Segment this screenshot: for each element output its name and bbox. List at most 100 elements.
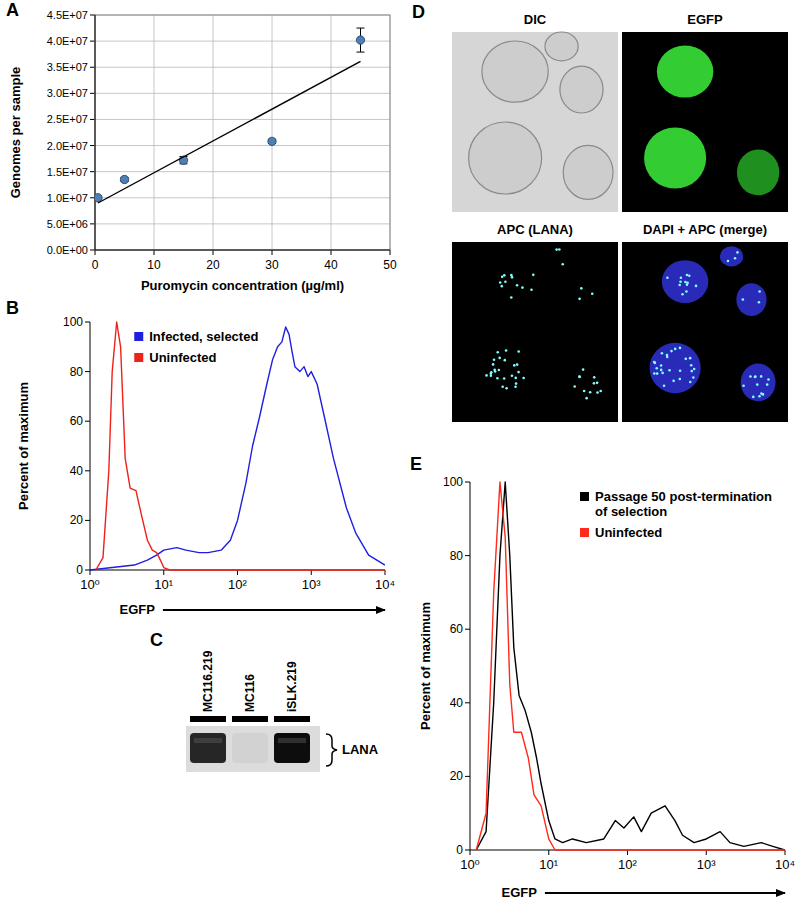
lana-dot — [517, 371, 520, 374]
micrograph-image — [452, 32, 618, 212]
plot-frame — [95, 15, 390, 250]
data-point — [356, 36, 364, 44]
tick-label: 3.0E+07 — [47, 87, 88, 99]
tick-label: 3.5E+07 — [47, 61, 88, 73]
lane-label: MC116.219 — [201, 650, 215, 712]
y-axis-label: Percent of maximum — [16, 382, 31, 510]
lana-dot — [679, 378, 682, 381]
tick-mark — [465, 482, 470, 483]
grid-line — [95, 119, 390, 120]
micrograph-title: DAPI + APC (merge) — [643, 222, 767, 237]
lana-dot — [756, 383, 759, 386]
lana-dot — [493, 369, 496, 372]
micrograph-image — [452, 242, 618, 422]
tick-mark — [272, 250, 273, 255]
tick-label: 10³ — [697, 857, 716, 872]
tick-label: 0 — [456, 843, 463, 857]
lana-dot — [582, 368, 585, 371]
tick-label: 20 — [450, 769, 464, 783]
micrograph-panel: DDICEGFPAPC (LANA)DAPI + APC (merge) — [412, 2, 788, 422]
tick-label: 30 — [265, 258, 279, 272]
lane-bar — [232, 716, 268, 722]
lana-dot — [691, 370, 694, 373]
tick-mark — [465, 555, 470, 556]
lana-dot — [680, 277, 683, 280]
lana-dot — [492, 363, 495, 366]
cell-outline — [469, 122, 542, 194]
tick-mark — [465, 776, 470, 777]
tick-mark — [90, 197, 95, 198]
tick-mark — [90, 119, 95, 120]
y-axis — [95, 15, 96, 250]
chart-panel: 02040608010010⁰10¹10²10³10⁴EPercent of m… — [410, 454, 795, 900]
lana-dot — [599, 390, 602, 393]
image-background — [452, 242, 618, 422]
lana-dot — [742, 298, 745, 301]
image-background — [452, 32, 618, 212]
x-axis-label: EGFP — [120, 602, 156, 617]
data-group — [95, 28, 365, 203]
series-line — [96, 322, 385, 570]
lana-dot — [532, 274, 535, 277]
legend: Infected, selectedUninfected — [134, 329, 258, 365]
legend-line: Passage 50 post-termination — [595, 489, 772, 504]
lana-dot — [685, 290, 688, 293]
legend-label: Passage 50 post-terminationof selection — [595, 489, 772, 519]
blot-band — [190, 733, 226, 763]
tick-mark — [90, 171, 95, 172]
axis-arrow — [163, 609, 385, 611]
lana-dot — [490, 371, 493, 374]
tick-mark — [390, 250, 391, 255]
tick-mark — [163, 570, 164, 575]
lana-dot — [498, 357, 501, 360]
grid-line — [95, 197, 390, 198]
lana-dot — [661, 352, 664, 355]
micrograph-title: DIC — [524, 12, 547, 27]
grid-line — [272, 15, 273, 250]
micrograph-image — [622, 242, 788, 422]
grid-line — [95, 250, 390, 251]
lana-dot — [515, 382, 518, 385]
tick-label: 1.0E+07 — [47, 192, 88, 204]
lana-dot — [493, 358, 496, 361]
lana-dot — [678, 284, 681, 287]
lana-dot — [727, 260, 730, 263]
grid-line — [213, 15, 214, 250]
tick-mark — [785, 850, 786, 855]
tick-label: 20 — [70, 513, 84, 527]
lana-dot — [766, 383, 769, 386]
lana-dot — [516, 363, 519, 366]
lana-dot — [695, 285, 698, 288]
series-line — [476, 482, 785, 850]
lana-dot — [578, 298, 581, 301]
egfp-cell — [737, 149, 779, 195]
tick-label: 10¹ — [539, 857, 558, 872]
tick-mark — [85, 470, 90, 471]
figure: 0.0E+005.0E+061.0E+071.5E+072.0E+072.5E+… — [0, 0, 800, 924]
data-point — [268, 137, 276, 145]
lana-dot — [522, 377, 525, 380]
grid-line — [95, 15, 96, 250]
lana-dot — [593, 376, 596, 379]
tick-label: 10⁴ — [375, 577, 395, 592]
lana-dot — [660, 369, 663, 372]
blot-band-detail — [278, 738, 306, 743]
tick-mark — [90, 570, 91, 575]
lana-dot — [503, 359, 506, 362]
lana-dot — [758, 301, 761, 304]
band-label: LANA — [342, 742, 379, 757]
dapi-nucleus — [662, 260, 708, 303]
tick-label: 50 — [383, 258, 397, 272]
tick-mark — [85, 322, 90, 323]
dapi-nucleus — [736, 283, 766, 316]
tick-label: 40 — [324, 258, 338, 272]
grid-line — [95, 145, 390, 146]
lana-dot — [555, 248, 558, 251]
lana-dot — [684, 358, 687, 361]
chart-panel: 02040608010010⁰10¹10²10³10⁴BPercent of m… — [6, 298, 395, 617]
tick-label: 80 — [450, 549, 464, 563]
tick-mark — [465, 629, 470, 630]
lana-dot — [485, 374, 488, 377]
lana-dot — [503, 274, 506, 277]
tick-label: 0 — [92, 258, 99, 272]
